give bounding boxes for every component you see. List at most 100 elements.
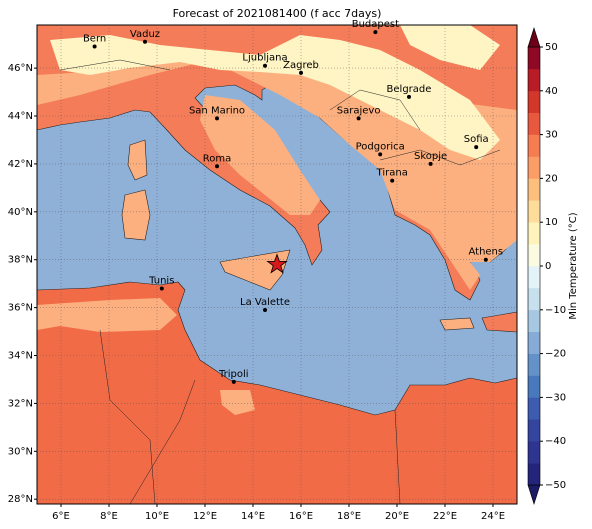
city-dot — [215, 116, 219, 121]
colorbar-bin — [528, 331, 540, 354]
city-label: Vaduz — [130, 29, 160, 40]
colorbar-bin — [528, 90, 540, 113]
y-tick-label: 44°N — [8, 111, 33, 122]
colorbar-bin — [528, 68, 540, 92]
y-tick-label: 32°N — [8, 398, 33, 409]
colorbar-bin — [528, 463, 540, 486]
x-tick-label: 10°E — [145, 511, 169, 522]
city-dot — [428, 161, 433, 166]
x-tick-label: 20°E — [385, 511, 409, 522]
city-label: Sarajevo — [337, 105, 381, 116]
city-label: Tirana — [376, 168, 408, 179]
turkey-coast — [481, 311, 517, 333]
x-tick-label: 16°E — [289, 511, 313, 522]
city-label: Tripoli — [218, 369, 249, 380]
colorbar-tick-label: 10 — [545, 217, 558, 228]
city-label: Athens — [468, 247, 503, 258]
peach-italy — [200, 95, 320, 215]
peach-africa — [37, 298, 177, 332]
city-label: Podgorica — [356, 141, 405, 152]
colorbar-tick-label: −50 — [545, 480, 566, 491]
colorbar-bin — [528, 244, 540, 267]
y-tick-label: 30°N — [8, 446, 33, 457]
colorbar-bin — [528, 441, 540, 464]
colorbar-bin — [528, 156, 540, 179]
city-dot — [215, 164, 219, 169]
colorbar-bin — [528, 47, 540, 70]
colorbar-tick-label: 30 — [545, 130, 558, 141]
city-dot — [474, 145, 479, 150]
city-dot — [390, 178, 395, 183]
y-tick-label: 40°N — [8, 207, 33, 218]
colorbar-tick-label: −20 — [545, 349, 566, 360]
colorbar-bin — [528, 309, 540, 332]
pale-alps — [50, 35, 500, 160]
city-label: Skopje — [414, 151, 447, 162]
city-dot — [378, 152, 383, 157]
colorbar-tick-label: 40 — [545, 86, 558, 97]
colorbar-bin — [528, 222, 540, 245]
colorbar-tick-label: 20 — [545, 173, 558, 184]
city-label: Ljubljana — [242, 53, 287, 64]
colorbar-tick-label: −40 — [545, 436, 566, 447]
city-dot — [143, 39, 147, 44]
sicily — [219, 249, 291, 291]
x-tick-label: 24°E — [481, 511, 505, 522]
y-tick-label: 42°N — [8, 159, 33, 170]
city-dot — [263, 308, 267, 313]
map-title: Forecast of 2021081400 (f acc 7days) — [173, 7, 382, 20]
colorbar-tick-label: −10 — [545, 305, 566, 316]
city-label: Sofia — [464, 134, 489, 145]
city-dot — [373, 30, 378, 35]
borders — [59, 59, 501, 504]
x-tick-label: 6°E — [52, 511, 70, 522]
colorbar-extend-over — [527, 27, 541, 48]
colorbar-bin — [528, 375, 540, 398]
city-label: Roma — [203, 153, 232, 164]
sardinia — [121, 189, 151, 241]
colorbar-label: Min Temperature (°C) — [568, 212, 579, 319]
x-tick-label: 12°E — [193, 511, 217, 522]
colorbar-bin — [528, 266, 540, 289]
star-marker — [266, 253, 288, 274]
city-dot — [299, 70, 303, 75]
colorbar-bin — [528, 353, 540, 376]
x-tick-label: 14°E — [241, 511, 265, 522]
y-tick-label: 38°N — [8, 255, 33, 266]
colorbar-bin — [528, 200, 540, 223]
x-tick-label: 8°E — [100, 511, 118, 522]
y-tick-label: 46°N — [8, 63, 33, 74]
colorbar-bin — [528, 178, 540, 201]
city-dot — [231, 379, 236, 384]
city-dot — [483, 257, 488, 262]
city-label: Bern — [83, 34, 106, 45]
colorbar-bin — [528, 134, 540, 157]
colorbar-tick-label: 0 — [545, 261, 551, 272]
city-dot — [407, 94, 411, 99]
city-dot — [263, 63, 267, 68]
corsica — [127, 139, 148, 181]
map-frame — [36, 24, 518, 505]
colorbar-tick-label: 50 — [545, 42, 558, 53]
colorbar-bin — [528, 287, 540, 311]
y-tick-label: 36°N — [8, 303, 33, 314]
pale-east — [400, 25, 500, 70]
city-label: Belgrade — [387, 84, 432, 95]
city-label: Tunis — [148, 275, 174, 286]
city-dot — [159, 286, 164, 291]
colorbar-extend-under — [527, 484, 541, 505]
city-dot — [356, 116, 361, 121]
city-label: Zagreb — [283, 60, 319, 71]
city-dot — [92, 44, 97, 49]
x-tick-label: 18°E — [337, 511, 361, 522]
city-label: Budapest — [352, 19, 399, 30]
peach-libya — [220, 390, 255, 415]
colorbar-bin — [528, 112, 540, 135]
y-tick-label: 34°N — [8, 351, 33, 362]
city-label: La Valette — [240, 297, 290, 308]
y-tick-label: 28°N — [8, 494, 33, 505]
colorbar-tick-label: −30 — [545, 392, 566, 403]
city-label: San Marino — [189, 105, 245, 116]
colorbar-bin — [528, 419, 540, 442]
